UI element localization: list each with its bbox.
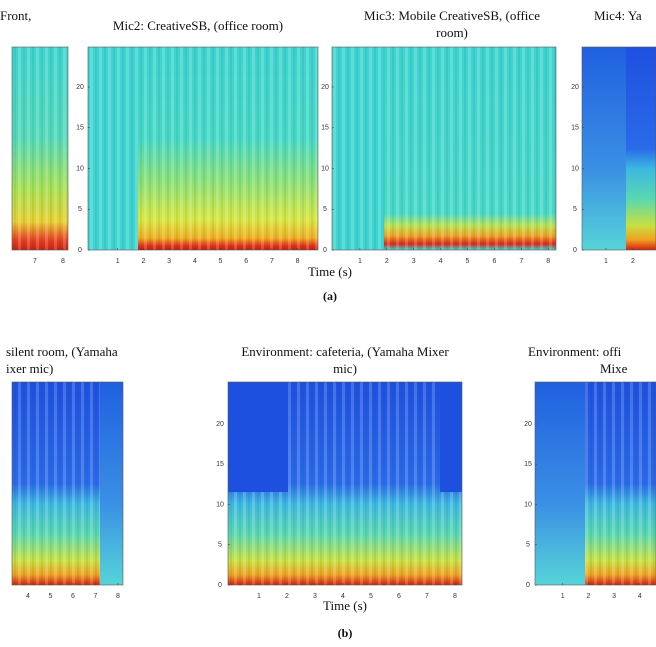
spectrogram-texture (12, 47, 68, 250)
y-tick-label: 20 (571, 84, 579, 91)
x-tick-label: 8 (296, 258, 300, 265)
y-tick-label: 10 (76, 165, 84, 172)
x-tick-label: 7 (519, 258, 523, 265)
panel-title: Mic3: Mobile CreativeSB, (office (364, 8, 540, 23)
x-tick-label: 8 (546, 258, 550, 265)
y-tick-label: 15 (321, 125, 329, 132)
x-tick-label: 1 (358, 258, 362, 265)
x-tick-label: 6 (71, 593, 75, 600)
panel-title: Environment: cafeteria, (Yamaha Mixer (241, 344, 449, 359)
y-tick-label: 20 (216, 421, 224, 428)
y-tick-label: 5 (78, 206, 82, 213)
panel-frame (87, 46, 319, 251)
x-tick-label: 4 (26, 593, 30, 600)
spectrogram-silence (535, 382, 585, 585)
x-tick-label: 7 (425, 593, 429, 600)
spectrogram-silence (228, 382, 288, 492)
y-tick-label: 5 (573, 206, 577, 213)
y-tick-label: 0 (78, 247, 82, 254)
panel-frame (331, 46, 557, 251)
x-tick-label: 4 (193, 258, 197, 265)
y-tick-label: 15 (524, 461, 532, 468)
x-tick-label: 3 (612, 593, 616, 600)
x-tick-label: 5 (219, 258, 223, 265)
caption: (a) (323, 289, 337, 303)
x-tick-label: 6 (397, 593, 401, 600)
panel-frame (581, 46, 656, 251)
x-tick-label: 6 (244, 258, 248, 265)
panel-title: Mic4: Ya (594, 8, 642, 23)
panel-frame (11, 46, 69, 251)
x-tick-label: 2 (285, 593, 289, 600)
caption: (b) (338, 626, 353, 640)
x-axis-label: Time (s) (323, 598, 367, 613)
panel-title: Environment: offi (528, 344, 622, 359)
y-tick-label: 20 (76, 84, 84, 91)
x-tick-label: 1 (604, 258, 608, 265)
x-tick-label: 2 (141, 258, 145, 265)
y-tick-label: 0 (526, 582, 530, 589)
y-tick-label: 10 (216, 501, 224, 508)
y-tick-label: 0 (573, 247, 577, 254)
x-tick-label: 7 (33, 258, 37, 265)
panel-title: Front, (0, 8, 31, 23)
y-tick-label: 20 (524, 421, 532, 428)
y-tick-label: 10 (321, 165, 329, 172)
x-tick-label: 8 (61, 258, 65, 265)
panel-title: ixer mic) (6, 361, 53, 376)
panel-title: Mixe (600, 361, 628, 376)
panel-frame (227, 381, 463, 586)
y-tick-label: 5 (323, 206, 327, 213)
x-axis-label: Time (s) (308, 264, 352, 279)
y-tick-label: 5 (218, 542, 222, 549)
x-tick-label: 5 (49, 593, 53, 600)
panel-title: mic) (333, 361, 357, 376)
x-tick-label: 5 (369, 593, 373, 600)
y-tick-label: 20 (321, 84, 329, 91)
x-tick-label: 1 (257, 593, 261, 600)
x-tick-label: 7 (94, 593, 98, 600)
panel-title: room) (436, 25, 468, 40)
y-tick-label: 5 (526, 542, 530, 549)
y-tick-label: 10 (524, 501, 532, 508)
x-tick-label: 2 (385, 258, 389, 265)
spectrogram-silence (440, 382, 462, 492)
x-tick-label: 2 (586, 593, 590, 600)
x-tick-label: 5 (466, 258, 470, 265)
panel-title: Mic2: CreativeSB, (office room) (113, 18, 283, 33)
spectrogram-texture (88, 47, 318, 250)
x-tick-label: 1 (561, 593, 565, 600)
x-tick-label: 4 (341, 593, 345, 600)
x-tick-label: 4 (638, 593, 642, 600)
x-tick-label: 8 (453, 593, 457, 600)
panel-frame (534, 381, 656, 586)
x-tick-label: 1 (116, 258, 120, 265)
x-tick-label: 2 (631, 258, 635, 265)
y-tick-label: 15 (76, 125, 84, 132)
x-tick-label: 4 (439, 258, 443, 265)
spectrograms (12, 47, 656, 585)
spectrogram-silence (100, 382, 123, 585)
x-tick-label: 3 (313, 593, 317, 600)
x-tick-label: 7 (270, 258, 274, 265)
x-tick-label: 3 (167, 258, 171, 265)
panel-frame (11, 381, 124, 586)
x-tick-label: 6 (492, 258, 496, 265)
spectrogram-texture (332, 47, 556, 250)
panel-title: silent room, (Yamaha (6, 344, 118, 359)
x-tick-label: 3 (412, 258, 416, 265)
y-tick-label: 0 (218, 582, 222, 589)
x-tick-label: 8 (116, 593, 120, 600)
y-tick-label: 0 (323, 247, 327, 254)
y-tick-label: 10 (571, 165, 579, 172)
y-tick-label: 15 (216, 461, 224, 468)
y-tick-label: 15 (571, 125, 579, 132)
spectrogram-silence (582, 47, 626, 250)
spectrogram-texture (585, 382, 656, 585)
